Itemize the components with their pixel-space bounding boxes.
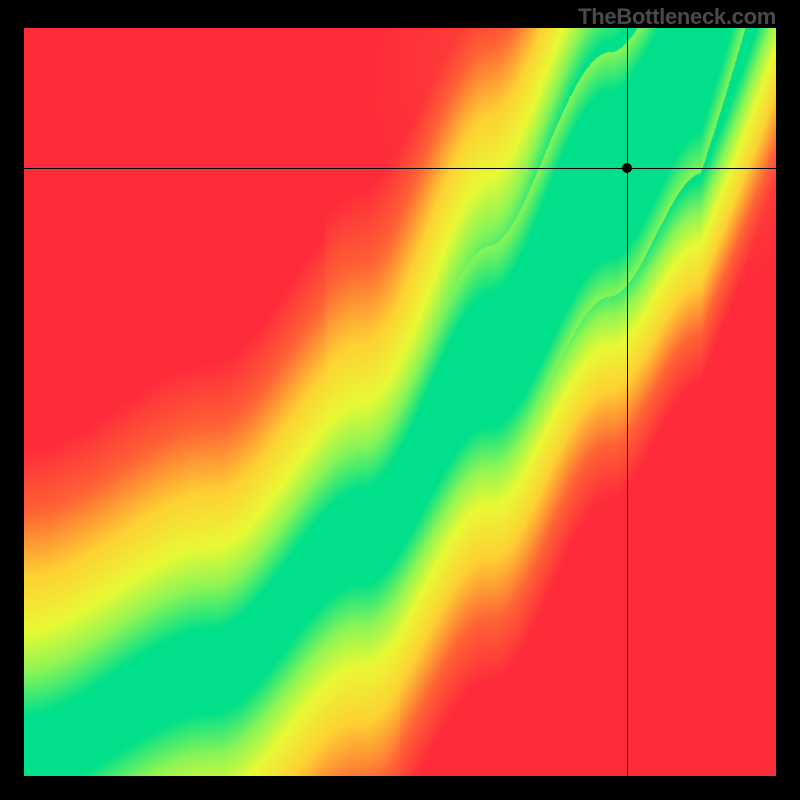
watermark-text: TheBottleneck.com bbox=[578, 4, 776, 30]
chart-frame: TheBottleneck.com bbox=[0, 0, 800, 800]
crosshair-marker-dot bbox=[622, 163, 632, 173]
crosshair-vertical bbox=[627, 28, 628, 776]
bottleneck-heatmap bbox=[24, 28, 776, 776]
crosshair-horizontal bbox=[24, 168, 776, 169]
